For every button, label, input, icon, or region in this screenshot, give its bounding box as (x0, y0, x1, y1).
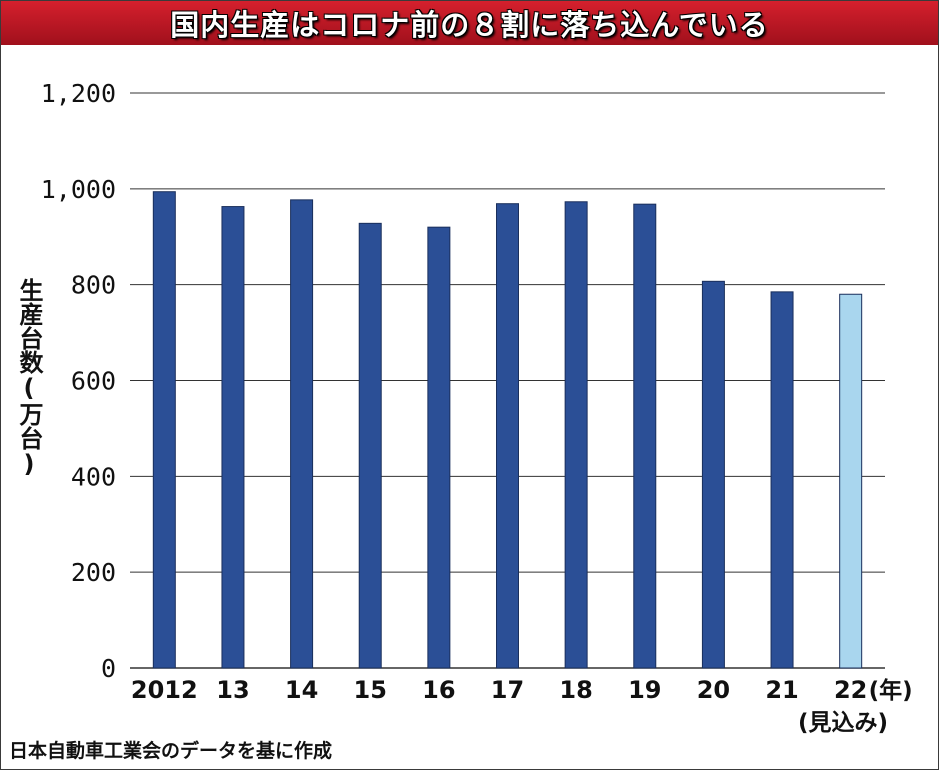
y-tick-label: 0 (101, 654, 116, 683)
x-tick-label: 18 (559, 676, 592, 704)
y-tick-label: 200 (71, 558, 116, 587)
x-tick-label: 17 (491, 676, 524, 704)
bar (358, 222, 382, 669)
y-tick-label: 800 (71, 271, 116, 300)
bar (290, 199, 314, 669)
source-note: 日本自動車工業会のデータを基に作成 (9, 740, 333, 762)
y-tick-label: 400 (71, 462, 116, 491)
x-tick-label: 19 (628, 676, 661, 704)
bar (633, 203, 657, 669)
x-tick-label: 16 (422, 676, 455, 704)
y-tick-label: 1,200 (41, 79, 116, 108)
bar (152, 191, 176, 669)
x-unit-label: (年) (869, 677, 913, 704)
x-tick-label: 22 (834, 676, 867, 704)
bar (770, 291, 794, 669)
x-tick-label: 14 (285, 676, 318, 704)
bar (564, 201, 588, 669)
bar (427, 226, 451, 669)
bar (701, 280, 725, 669)
bar-forecast (839, 293, 863, 669)
chart-title: 国内生産はコロナ前の８割に落ち込んでいる (170, 8, 769, 42)
y-tick-label: 1,000 (41, 175, 116, 204)
bar (496, 203, 519, 669)
title-bar: 国内生産はコロナ前の８割に落ち込んでいる (1, 1, 938, 45)
x-tick-label: 21 (765, 676, 798, 704)
x-tick-label: 20 (697, 676, 730, 704)
forecast-note: (見込み) (798, 710, 889, 736)
y-tick-label: 600 (71, 367, 116, 396)
x-tick-label: 13 (216, 676, 249, 704)
bar (221, 206, 245, 669)
x-tick-label: 15 (354, 676, 387, 704)
y-axis-label: 生産台数(万台) (15, 278, 43, 478)
x-tick-label: 2012 (131, 676, 198, 704)
